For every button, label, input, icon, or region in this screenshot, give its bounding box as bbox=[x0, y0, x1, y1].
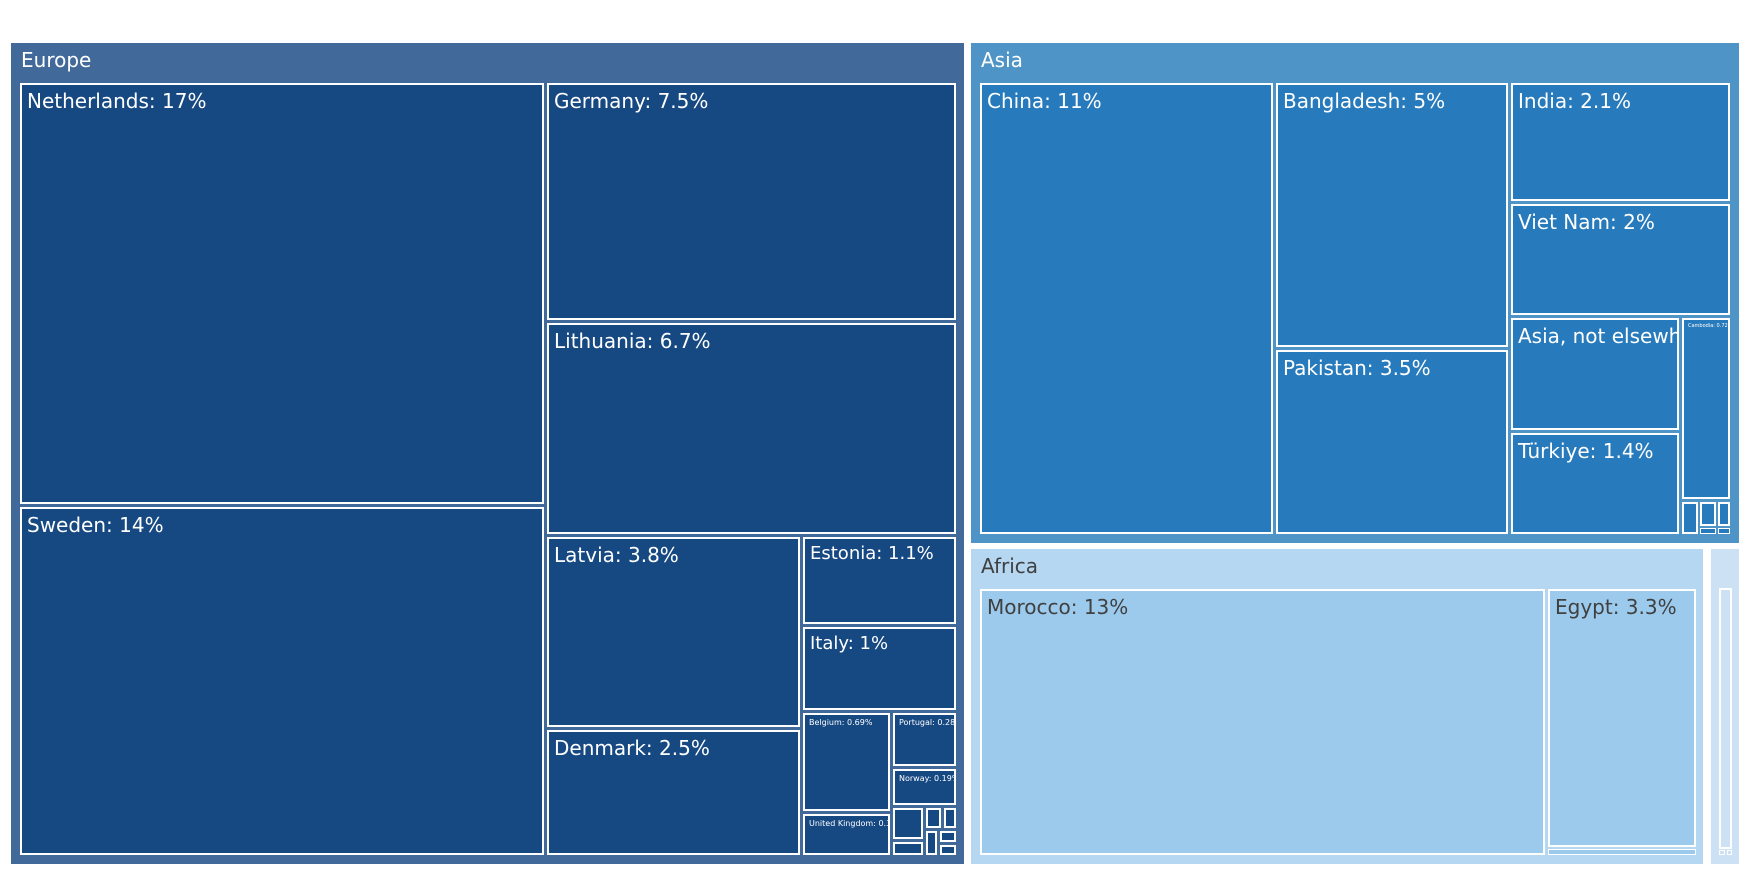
treemap-tile-belgium[interactable]: Belgium: 0.69% bbox=[803, 713, 890, 811]
treemap-tile-africa-other-1[interactable] bbox=[1548, 849, 1696, 855]
treemap-tile-asia-other-4[interactable] bbox=[1700, 528, 1716, 534]
treemap-tile-united-kingdom[interactable]: United Kingdom: 0.3% bbox=[803, 814, 890, 855]
tile-label-latvia: Latvia: 3.8% bbox=[554, 543, 679, 567]
treemap-tile-cambodia[interactable]: Cambodia: 0.72% bbox=[1682, 318, 1730, 499]
tile-label-egypt: Egypt: 3.3% bbox=[1555, 595, 1677, 619]
treemap-tile-denmark[interactable]: Denmark: 2.5% bbox=[547, 730, 800, 855]
treemap-tile-netherlands[interactable]: Netherlands: 17% bbox=[20, 83, 544, 504]
treemap-tile-europe-other-2[interactable] bbox=[926, 808, 941, 828]
tile-label-bangladesh: Bangladesh: 5% bbox=[1283, 89, 1446, 113]
treemap-tile-asia-other-5[interactable] bbox=[1718, 528, 1730, 534]
tile-label-morocco: Morocco: 13% bbox=[987, 595, 1129, 619]
treemap-tile-portugal[interactable]: Portugal: 0.28% bbox=[893, 713, 956, 766]
group-label-asia: Asia bbox=[981, 48, 1023, 72]
treemap-tile-other-3[interactable] bbox=[1727, 850, 1732, 855]
treemap-tile-asia-other-1[interactable] bbox=[1682, 502, 1698, 534]
treemap-tile-other-2[interactable] bbox=[1719, 850, 1725, 855]
treemap-tile-europe-other-7[interactable] bbox=[940, 845, 956, 855]
treemap-tile-asia-not-elsewhere-specified[interactable]: Asia, not elsewhere specified: 1.6% bbox=[1511, 318, 1679, 430]
tile-label-denmark: Denmark: 2.5% bbox=[554, 736, 710, 760]
treemap-tile-other-1[interactable] bbox=[1719, 588, 1732, 849]
tile-label-pakistan: Pakistan: 3.5% bbox=[1283, 356, 1431, 380]
tile-label-lithuania: Lithuania: 6.7% bbox=[554, 329, 711, 353]
tile-label-norway: Norway: 0.19% bbox=[899, 774, 956, 783]
treemap-tile-sweden[interactable]: Sweden: 14% bbox=[20, 507, 544, 855]
tile-label-asia-not-elsewhere-specified: Asia, not elsewhere specified: 1.6% bbox=[1518, 324, 1679, 348]
treemap-tile-europe-other-4[interactable] bbox=[926, 831, 937, 855]
tile-label-china: China: 11% bbox=[987, 89, 1102, 113]
treemap-tile-germany[interactable]: Germany: 7.5% bbox=[547, 83, 956, 320]
treemap-tile-europe-other-1[interactable] bbox=[893, 808, 923, 839]
treemap-tile-egypt[interactable]: Egypt: 3.3% bbox=[1548, 589, 1696, 847]
tile-label-cambodia: Cambodia: 0.72% bbox=[1688, 323, 1730, 329]
treemap-tile-pakistan[interactable]: Pakistan: 3.5% bbox=[1276, 350, 1508, 534]
tile-label-t-rkiye: Türkiye: 1.4% bbox=[1518, 439, 1654, 463]
treemap-tile-lithuania[interactable]: Lithuania: 6.7% bbox=[547, 323, 956, 534]
group-label-europe: Europe bbox=[21, 48, 92, 72]
tile-label-germany: Germany: 7.5% bbox=[554, 89, 709, 113]
treemap-tile-viet-nam[interactable]: Viet Nam: 2% bbox=[1511, 204, 1730, 315]
treemap-tile-estonia[interactable]: Estonia: 1.1% bbox=[803, 537, 956, 624]
tile-label-viet-nam: Viet Nam: 2% bbox=[1518, 210, 1655, 234]
treemap-tile-norway[interactable]: Norway: 0.19% bbox=[893, 769, 956, 805]
tile-label-united-kingdom: United Kingdom: 0.3% bbox=[809, 819, 890, 828]
treemap-tile-india[interactable]: India: 2.1% bbox=[1511, 83, 1730, 201]
tile-label-netherlands: Netherlands: 17% bbox=[27, 89, 207, 113]
tile-label-belgium: Belgium: 0.69% bbox=[809, 718, 873, 727]
treemap-tile-latvia[interactable]: Latvia: 3.8% bbox=[547, 537, 800, 727]
tile-label-india: India: 2.1% bbox=[1518, 89, 1631, 113]
treemap-tile-europe-other-5[interactable] bbox=[940, 831, 956, 842]
treemap-tile-italy[interactable]: Italy: 1% bbox=[803, 627, 956, 710]
treemap-tile-europe-other-6[interactable] bbox=[893, 842, 923, 855]
tile-label-portugal: Portugal: 0.28% bbox=[899, 718, 956, 727]
tile-label-estonia: Estonia: 1.1% bbox=[810, 543, 934, 564]
treemap-tile-morocco[interactable]: Morocco: 13% bbox=[980, 589, 1545, 855]
tile-label-sweden: Sweden: 14% bbox=[27, 513, 164, 537]
group-label-africa: Africa bbox=[981, 554, 1039, 578]
treemap-tile-asia-other-3[interactable] bbox=[1718, 502, 1730, 526]
treemap-tile-china[interactable]: China: 11% bbox=[980, 83, 1273, 534]
tile-label-italy: Italy: 1% bbox=[810, 633, 889, 654]
treemap-tile-bangladesh[interactable]: Bangladesh: 5% bbox=[1276, 83, 1508, 347]
treemap-tile-asia-other-2[interactable] bbox=[1700, 502, 1716, 526]
treemap-tile-europe-other-3[interactable] bbox=[944, 808, 956, 828]
treemap-tile-t-rkiye[interactable]: Türkiye: 1.4% bbox=[1511, 433, 1679, 534]
